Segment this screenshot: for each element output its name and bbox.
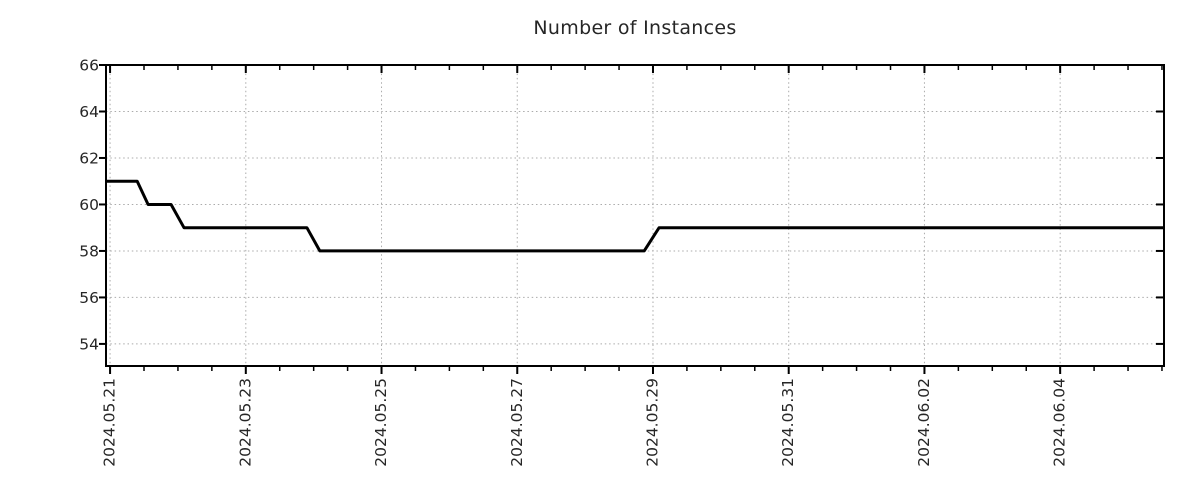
x-tick-label: 2024.05.27 [508, 378, 526, 467]
x-tick-label: 2024.06.04 [1051, 378, 1069, 467]
x-tick-label: 2024.05.31 [779, 378, 797, 467]
y-tick-label: 60 [79, 196, 99, 214]
y-tick-label: 62 [79, 149, 99, 167]
y-tick-label: 64 [79, 103, 99, 121]
x-tick-label: 2024.05.25 [372, 378, 390, 467]
plot-border [105, 64, 1165, 367]
series-line-instances [106, 179, 1164, 253]
y-tick-label: 56 [79, 289, 99, 307]
x-tick-label: 2024.05.23 [236, 378, 254, 467]
y-tick-label: 66 [79, 57, 99, 75]
x-tick-label: 2024.06.02 [915, 378, 933, 467]
x-tick-label: 2024.05.21 [101, 378, 119, 467]
y-tick-label: 54 [79, 335, 99, 353]
y-tick-label: 58 [79, 242, 99, 260]
chart-title: Number of Instances [533, 17, 737, 39]
x-tick-label: 2024.05.29 [643, 378, 661, 467]
